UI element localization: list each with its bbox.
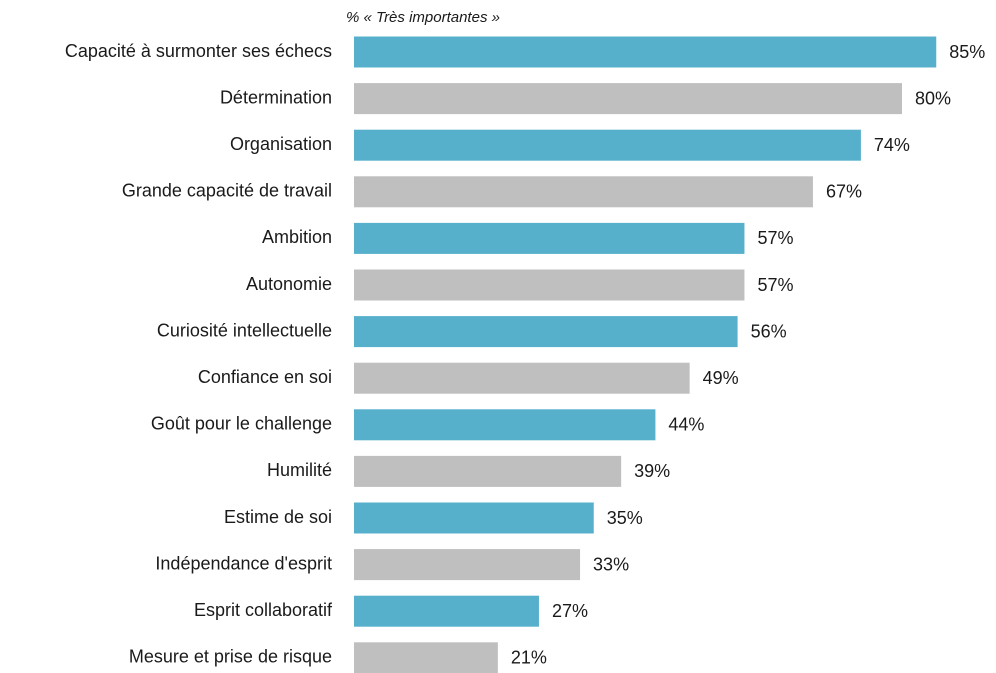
y-tick-label: Humilité	[267, 460, 332, 480]
y-tick-label: Curiosité intellectuelle	[157, 320, 332, 340]
bar	[354, 362, 690, 394]
value-label: 33%	[593, 554, 629, 574]
bar	[354, 595, 539, 627]
y-tick-label: Détermination	[220, 87, 332, 107]
y-tick-label: Ambition	[262, 227, 332, 247]
value-label: 67%	[826, 182, 862, 202]
y-tick-label: Goût pour le challenge	[151, 414, 332, 434]
value-label: 57%	[757, 275, 793, 295]
y-tick-label: Estime de soi	[224, 507, 332, 527]
value-label: 35%	[607, 508, 643, 528]
y-tick-label: Grande capacité de travail	[122, 181, 332, 201]
y-tick-label: Indépendance d'esprit	[155, 553, 332, 573]
y-tick-label: Mesure et prise de risque	[129, 647, 332, 667]
bar	[354, 269, 745, 301]
y-tick-label: Capacité à surmonter ses échecs	[65, 41, 332, 61]
value-label: 21%	[511, 648, 547, 668]
value-label: 85%	[949, 42, 985, 62]
bar	[354, 129, 861, 161]
bar	[354, 316, 738, 348]
chart-subtitle: % « Très importantes »	[346, 9, 500, 26]
y-tick-label: Esprit collaboratif	[194, 600, 333, 620]
y-tick-label: Organisation	[230, 134, 332, 154]
bar	[354, 36, 937, 68]
bar	[354, 83, 902, 115]
value-label: 80%	[915, 88, 951, 108]
bar	[354, 502, 594, 534]
bar	[354, 176, 813, 208]
y-tick-label: Confiance en soi	[198, 367, 332, 387]
value-label: 27%	[552, 601, 588, 621]
y-tick-label: Autonomie	[246, 274, 332, 294]
value-label: 56%	[751, 321, 787, 341]
bar	[354, 455, 622, 487]
value-label: 49%	[703, 368, 739, 388]
value-label: 57%	[757, 228, 793, 248]
value-label: 39%	[634, 461, 670, 481]
bar	[354, 642, 498, 673]
bar	[354, 222, 745, 254]
bar	[354, 409, 656, 441]
bar	[354, 549, 581, 581]
value-label: 74%	[874, 135, 910, 155]
value-label: 44%	[668, 415, 704, 435]
